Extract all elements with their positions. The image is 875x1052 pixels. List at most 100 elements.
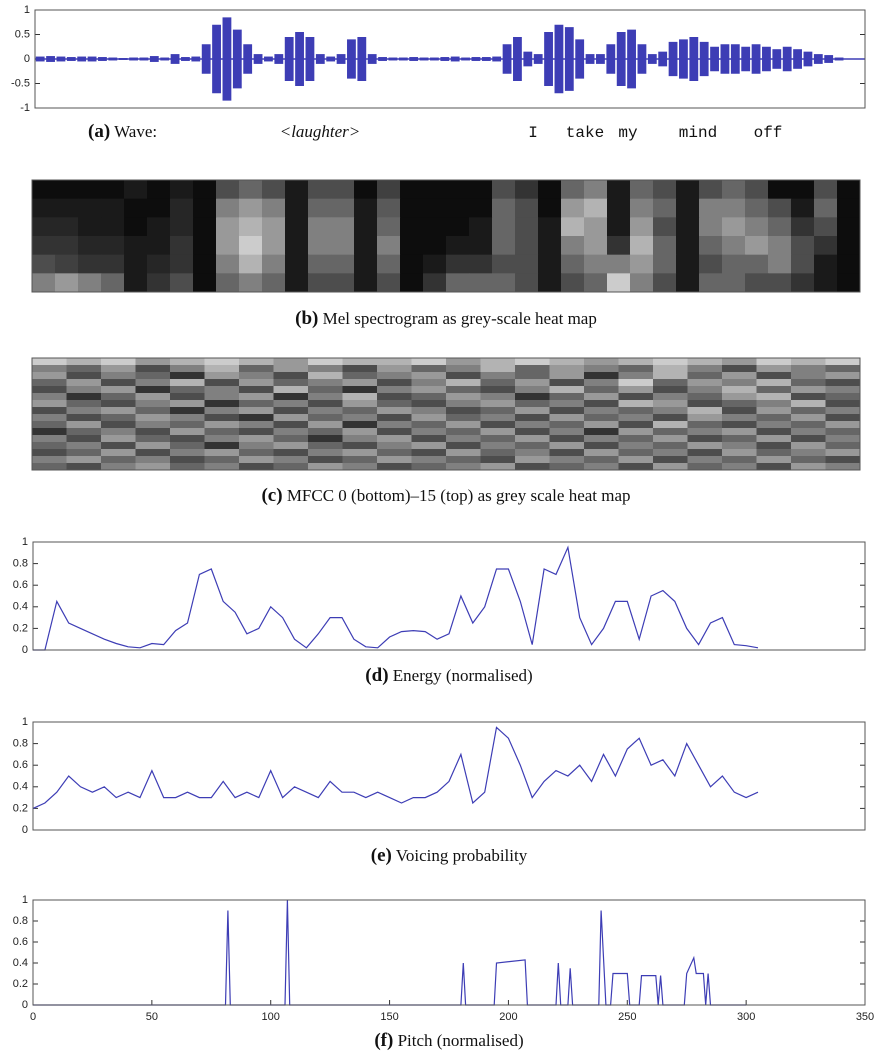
heatmap-cell <box>170 217 194 236</box>
heatmap-cell <box>515 236 539 255</box>
heatmap-cell <box>653 393 688 401</box>
heatmap-cell <box>584 400 619 408</box>
x-tick-label: 250 <box>618 1011 636 1023</box>
heatmap-cell <box>170 358 205 366</box>
heatmap-cell <box>837 180 861 199</box>
heatmap-cell <box>101 358 136 366</box>
heatmap-cell <box>124 199 148 218</box>
heatmap-cell <box>67 421 102 429</box>
heatmap-cell <box>170 463 205 471</box>
heatmap-cell <box>32 393 67 401</box>
heatmap-cell <box>412 358 447 366</box>
heatmap-cell <box>515 456 550 464</box>
heatmap-cell <box>331 180 355 199</box>
heatmap-cell <box>653 407 688 415</box>
heatmap-cell <box>32 421 67 429</box>
heatmap-cell <box>653 428 688 436</box>
heatmap-cell <box>515 255 539 274</box>
heatmap-cell <box>274 421 309 429</box>
heatmap-cell <box>170 449 205 457</box>
heatmap-cell <box>688 456 723 464</box>
heatmap-cell <box>67 435 102 443</box>
heatmap-cell <box>688 407 723 415</box>
heatmap-cell <box>136 372 171 380</box>
figure: (a) Wave:<laughter>Itakemymindoff-1-0.50… <box>0 0 875 1052</box>
heatmap-cell <box>239 255 263 274</box>
heatmap-cell <box>814 255 838 274</box>
heatmap-cell <box>274 449 309 457</box>
y-tick-label: 0.4 <box>13 957 28 969</box>
heatmap-cell <box>101 365 136 373</box>
heatmap-cell <box>688 372 723 380</box>
heatmap-cell <box>722 180 746 199</box>
heatmap-cell <box>377 393 412 401</box>
heatmap-cell <box>343 379 378 387</box>
heatmap-cell <box>584 435 619 443</box>
heatmap-cell <box>653 435 688 443</box>
heatmap-cell <box>481 407 516 415</box>
heatmap-cell <box>722 400 757 408</box>
heatmap-cell <box>619 449 654 457</box>
heatmap-cell <box>377 442 412 450</box>
heatmap-cell <box>343 456 378 464</box>
heatmap-cell <box>239 358 274 366</box>
heatmap-cell <box>446 421 481 429</box>
heatmap-cell <box>423 217 447 236</box>
heatmap-cell <box>354 199 378 218</box>
heatmap-cell <box>515 435 550 443</box>
heatmap-cell <box>791 180 815 199</box>
heatmap-cell <box>32 199 56 218</box>
heatmap-cell <box>826 386 861 394</box>
heatmap-cell <box>274 365 309 373</box>
heatmap-cell <box>757 463 792 471</box>
y-tick-label: 1 <box>24 4 30 16</box>
heatmap-cell <box>561 236 585 255</box>
heatmap-cell <box>331 255 355 274</box>
heatmap-cell <box>826 393 861 401</box>
heatmap-cell <box>550 372 585 380</box>
heatmap-cell <box>136 400 171 408</box>
heatmap-cell <box>492 217 516 236</box>
heatmap-cell <box>32 217 56 236</box>
heatmap-cell <box>205 358 240 366</box>
data-line <box>33 727 758 808</box>
heatmap-cell <box>619 393 654 401</box>
heatmap-cell <box>515 379 550 387</box>
heatmap-cell <box>308 442 343 450</box>
annotation: my <box>618 124 638 142</box>
heatmap-cell <box>584 393 619 401</box>
caption: (e) Voicing probability <box>371 845 528 866</box>
heatmap-cell <box>32 236 56 255</box>
heatmap-cell <box>688 379 723 387</box>
heatmap-cell <box>688 435 723 443</box>
heatmap-cell <box>101 456 136 464</box>
heatmap-cell <box>101 372 136 380</box>
heatmap-cell <box>826 372 861 380</box>
heatmap-cell <box>205 456 240 464</box>
heatmap-cell <box>676 273 700 292</box>
heatmap-cell <box>584 255 608 274</box>
heatmap-cell <box>561 273 585 292</box>
heatmap-cell <box>354 217 378 236</box>
heatmap-cell <box>619 435 654 443</box>
caption-label: (a) <box>88 121 110 142</box>
heatmap-cell <box>308 255 332 274</box>
x-tick-label: 200 <box>499 1011 517 1023</box>
heatmap-cell <box>757 435 792 443</box>
heatmap-cell <box>515 386 550 394</box>
heatmap-cell <box>757 400 792 408</box>
heatmap-cell <box>239 372 274 380</box>
heatmap-cell <box>446 372 481 380</box>
heatmap-cell <box>676 236 700 255</box>
heatmap-cell <box>538 236 562 255</box>
heatmap-cell <box>78 180 102 199</box>
heatmap-cell <box>550 442 585 450</box>
heatmap-cell <box>170 372 205 380</box>
heatmap-cell <box>515 217 539 236</box>
heatmap-cell <box>124 180 148 199</box>
heatmap-cell <box>32 442 67 450</box>
heatmap-cell <box>826 421 861 429</box>
heatmap-cell <box>400 255 424 274</box>
heatmap-cell <box>308 372 343 380</box>
heatmap-cell <box>446 414 481 422</box>
